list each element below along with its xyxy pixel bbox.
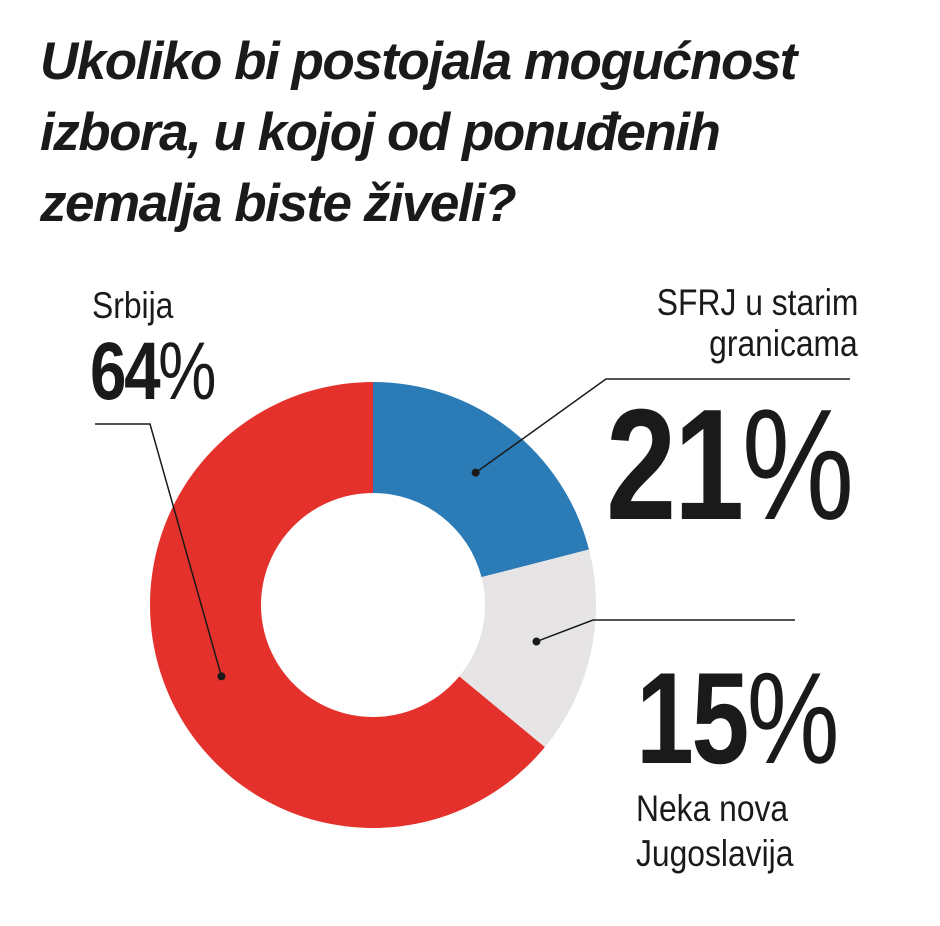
leader-dot-1: [532, 637, 541, 646]
chart-title: Ukoliko bi postojala mogućnost izbora, u…: [40, 26, 920, 239]
sfrj-value-number: 21: [606, 377, 744, 553]
donut-slice-0: [373, 382, 589, 578]
title-line-1: Ukoliko bi postojala mogućnost: [40, 32, 797, 91]
label-sfrj-value: 21%: [606, 385, 854, 545]
title-line-2: izbora, u kojoj od ponuđenih: [40, 103, 721, 162]
leader-dot-0: [471, 468, 480, 477]
label-sfrj-name-line-1: SFRJ u starim: [656, 282, 858, 323]
sfrj-value-unit: %: [741, 377, 855, 553]
srbija-value-unit: %: [158, 326, 217, 417]
label-srbija-name: Srbija: [92, 285, 174, 326]
label-sfrj-name-line-2: granicama: [709, 323, 858, 364]
donut-slice-2: [150, 382, 545, 828]
title-line-3: zemalja biste živeli?: [40, 174, 517, 233]
srbija-value-number: 64: [90, 326, 161, 417]
label-nova-value: 15%: [636, 653, 839, 783]
leader-line-2: [95, 423, 223, 677]
donut-slices: [150, 382, 596, 828]
label-nova-name-line-1: Neka nova: [636, 788, 789, 829]
label-srbija-value: 64%: [90, 330, 217, 414]
leader-line-1: [536, 619, 795, 643]
nova-value-number: 15: [636, 645, 749, 791]
leader-dot-2: [217, 672, 226, 681]
donut-slice-1: [459, 549, 596, 748]
leader-line-0: [475, 378, 850, 474]
label-nova-name-line-2: Jugoslavija: [636, 833, 794, 874]
leader-lines: [95, 378, 850, 681]
nova-value-unit: %: [746, 645, 840, 791]
